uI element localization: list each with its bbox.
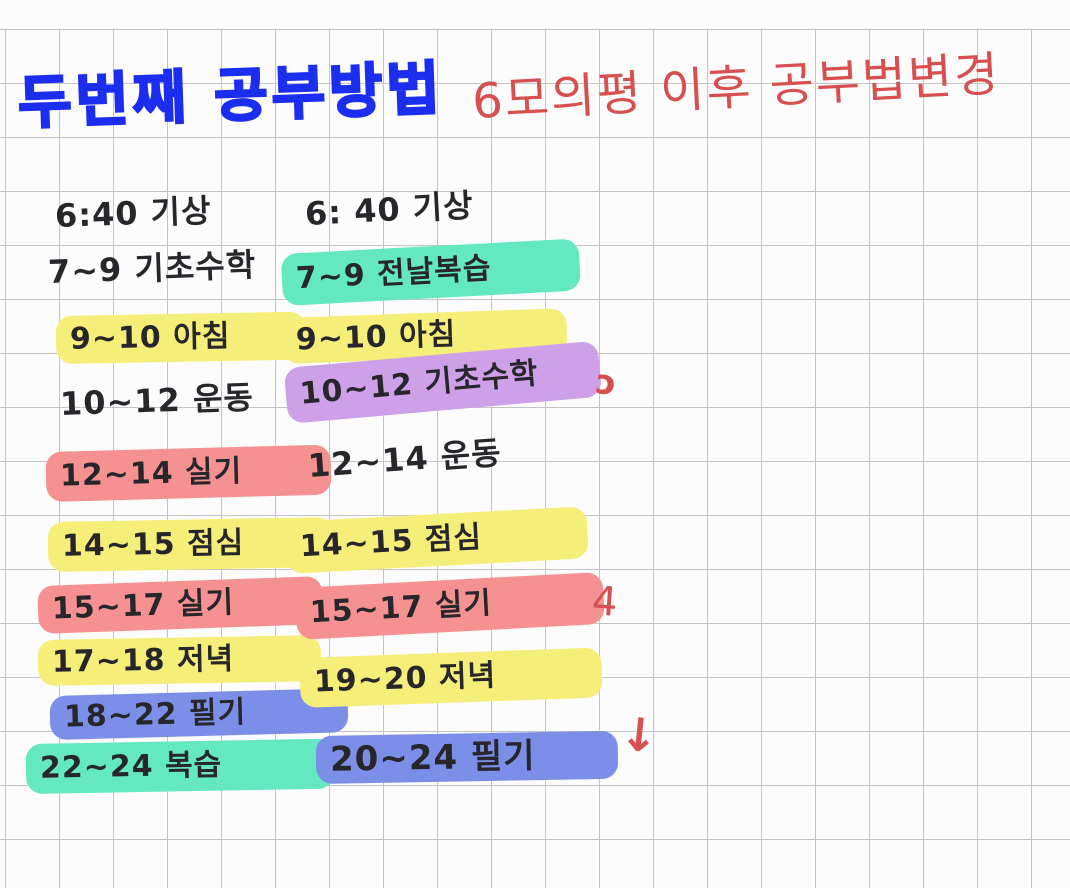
schedule-text: 10~12 기초수학 <box>298 355 541 412</box>
schedule-right-5: 12~14 운동 <box>307 432 517 486</box>
schedule-text: 7~9 전날복습 <box>295 251 493 297</box>
schedule-text: 14~15 점심 <box>61 525 245 564</box>
note-title: 두번째 공부방법 <box>16 53 446 138</box>
schedule-text: 20~24 필기 <box>329 736 536 780</box>
schedule-left-10: 22~24 복습 <box>25 738 335 794</box>
schedule-text: 12~14 실기 <box>59 453 243 494</box>
schedule-left-1: 6:40 기상 <box>54 190 226 236</box>
schedule-text: 6:40 기상 <box>54 191 213 235</box>
schedule-right-1: 6: 40 기상 <box>304 184 489 234</box>
red-pen-mark-2: 4 <box>590 578 620 626</box>
schedule-text: 15~17 실기 <box>309 585 493 631</box>
schedule-text: 10~12 운동 <box>59 378 255 423</box>
schedule-text: 12~14 운동 <box>306 433 503 485</box>
schedule-left-5: 12~14 실기 <box>45 444 332 502</box>
schedule-right-9: 20~24 필기 <box>315 730 619 784</box>
schedule-text: 9~10 아침 <box>69 318 231 357</box>
schedule-left-2: 7~9 기초수학 <box>47 244 271 292</box>
schedule-text: 15~17 실기 <box>51 585 235 627</box>
note-annotation-title: 6모의평 이후 공부법변경 <box>470 46 1002 130</box>
schedule-right-6: 14~15 점심 <box>284 506 589 574</box>
page-top-margin <box>0 0 1070 30</box>
schedule-right-8: 19~20 저녁 <box>299 647 603 708</box>
schedule-left-4: 10~12 운동 <box>59 377 268 424</box>
schedule-left-8: 17~18 저녁 <box>37 635 322 686</box>
schedule-right-2: 7~9 전날복습 <box>280 238 581 306</box>
schedule-text: 7~9 기초수학 <box>47 245 257 291</box>
schedule-text: 19~20 저녁 <box>313 658 497 700</box>
schedule-left-7: 15~17 실기 <box>37 576 324 634</box>
schedule-text: 9~10 아침 <box>295 316 457 358</box>
schedule-text: 22~24 복습 <box>39 747 223 786</box>
schedule-text: 17~18 저녁 <box>51 641 235 680</box>
schedule-text: 18~22 필기 <box>63 694 247 735</box>
schedule-text: 14~15 점심 <box>299 519 483 565</box>
schedule-text: 6: 40 기상 <box>304 186 475 233</box>
schedule-right-7: 15~17 실기 <box>294 571 605 640</box>
schedule-left-3: 9~10 아침 <box>55 311 307 364</box>
red-pen-mark-3: ↓ <box>617 706 662 764</box>
red-pen-mark-1: ɔ <box>593 361 619 405</box>
